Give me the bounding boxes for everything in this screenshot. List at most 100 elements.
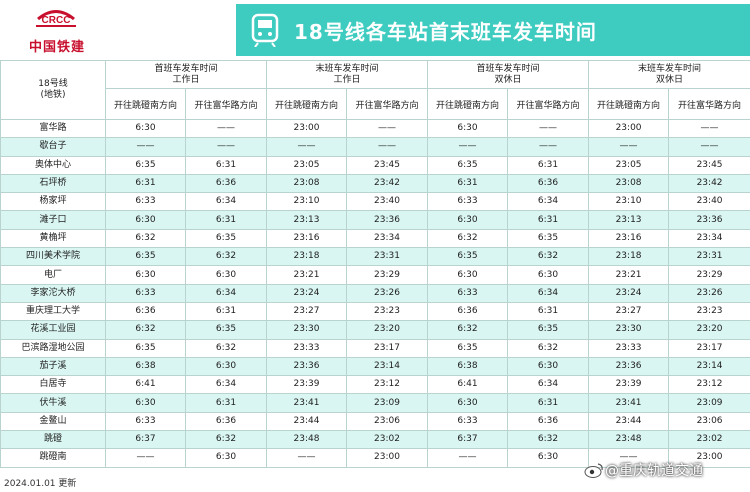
company-name: 中国铁建 bbox=[28, 40, 85, 55]
update-date: 2024.01.01 更新 bbox=[4, 479, 77, 489]
departure-time: 6:31 bbox=[507, 155, 590, 175]
departure-time: 6:32 bbox=[105, 320, 186, 340]
departure-time: 6:32 bbox=[105, 228, 186, 249]
departure-time: 23:33 bbox=[588, 338, 670, 358]
departure-time: 23:00 bbox=[668, 448, 750, 468]
departure-time: 23:26 bbox=[346, 283, 429, 303]
departure-time: 6:35 bbox=[184, 228, 268, 249]
departure-time: 6:30 bbox=[105, 393, 186, 413]
departure-time: 23:16 bbox=[588, 228, 670, 249]
departure-time: 6:32 bbox=[507, 338, 590, 358]
table-row: 黄桷坪 6:32 6:35 23:16 23:34 6:32 6:35 23:16 23:34 bbox=[0, 228, 750, 249]
departure-time: 6:33 bbox=[105, 283, 186, 303]
departure-time: 23:21 bbox=[266, 265, 348, 285]
departure-time: 6:30 bbox=[427, 393, 509, 413]
departure-time: 23:13 bbox=[588, 210, 670, 230]
departure-time: 23:20 bbox=[668, 320, 750, 340]
departure-time: 6:30 bbox=[184, 265, 268, 285]
station-name: 石坪桥 bbox=[0, 173, 106, 194]
table-row: 四川美术学院 6:35 6:32 23:18 23:31 6:35 6:32 23:18 23:… bbox=[0, 247, 750, 267]
departure-time: 23:36 bbox=[668, 210, 750, 230]
departure-time: 6:30 bbox=[184, 448, 268, 468]
departure-time: 6:33 bbox=[427, 411, 509, 432]
departure-time: 6:35 bbox=[105, 155, 186, 175]
table-row: 茄子溪 6:38 6:30 23:36 23:14 6:38 6:30 23:36 23:14 bbox=[0, 356, 750, 377]
departure-time: 23:12 bbox=[668, 375, 750, 395]
departure-time: 6:35 bbox=[427, 155, 509, 175]
departure-time: 23:39 bbox=[588, 375, 670, 395]
departure-time: 6:36 bbox=[507, 411, 590, 432]
departure-time: 23:09 bbox=[346, 393, 429, 413]
departure-time: 6:30 bbox=[105, 210, 186, 230]
departure-time: 6:31 bbox=[507, 301, 590, 322]
departure-time: 6:31 bbox=[105, 173, 186, 194]
departure-time: 23:26 bbox=[668, 283, 750, 303]
departure-time: —— bbox=[427, 137, 509, 157]
departure-time: 6:31 bbox=[427, 173, 509, 194]
departure-time: 23:05 bbox=[588, 155, 670, 175]
table-row: 歇台子 —— —— —— —— —— —— —— —— bbox=[0, 137, 750, 157]
direction-header: 开往跳磴南方向 bbox=[266, 88, 348, 120]
departure-time: 6:30 bbox=[507, 448, 590, 468]
departure-time: 23:31 bbox=[346, 247, 429, 267]
page-title: 18号线各车站首末班车发车时间 bbox=[294, 20, 597, 44]
departure-time: 23:13 bbox=[266, 210, 348, 230]
departure-time: 6:35 bbox=[507, 320, 590, 340]
departure-time: 23:06 bbox=[346, 411, 429, 432]
departure-time: 6:38 bbox=[105, 356, 186, 377]
departure-time: 6:41 bbox=[427, 375, 509, 395]
station-name: 伏牛溪 bbox=[0, 393, 106, 413]
station-name: 滩子口 bbox=[0, 210, 106, 230]
table-row: 白居寺 6:41 6:34 23:39 23:12 6:41 6:34 23:39 23:12 bbox=[0, 375, 750, 395]
departure-time: 23:39 bbox=[266, 375, 348, 395]
departure-time: 6:36 bbox=[507, 173, 590, 194]
departure-time: 23:08 bbox=[588, 173, 670, 194]
departure-time: —— bbox=[427, 448, 509, 468]
departure-time: 23:29 bbox=[346, 265, 429, 285]
table-row: 重庆理工大学 6:36 6:31 23:27 23:23 6:36 6:31 23:27 23:… bbox=[0, 301, 750, 322]
departure-time: 6:35 bbox=[105, 247, 186, 267]
departure-time: —— bbox=[105, 137, 186, 157]
departure-time: 6:30 bbox=[427, 265, 509, 285]
table-row: 杨家坪 6:33 6:34 23:10 23:40 6:33 6:34 23:10 23:40 bbox=[0, 192, 750, 212]
table-row: 金鳌山 6:33 6:36 23:44 23:06 6:33 6:36 23:44 23:06 bbox=[0, 411, 750, 432]
departure-time: —— bbox=[668, 137, 750, 157]
departure-time: 23:24 bbox=[266, 283, 348, 303]
departure-time: —— bbox=[346, 118, 429, 139]
crcc-logo: CRCC 中国铁建 bbox=[22, 6, 92, 56]
departure-time: —— bbox=[507, 137, 590, 157]
departure-time: 23:00 bbox=[346, 448, 429, 468]
departure-time: 23:23 bbox=[668, 301, 750, 322]
departure-time: 6:30 bbox=[105, 265, 186, 285]
direction-header: 开往富华路方向 bbox=[184, 88, 268, 120]
departure-time: 6:33 bbox=[105, 411, 186, 432]
departure-time: 23:31 bbox=[668, 247, 750, 267]
direction-header: 开往跳磴南方向 bbox=[427, 88, 509, 120]
departure-time: 6:37 bbox=[105, 430, 186, 450]
station-name: 金鳌山 bbox=[0, 411, 106, 432]
departure-time: 23:00 bbox=[588, 118, 670, 139]
departure-time: 23:42 bbox=[668, 173, 750, 194]
departure-time: 23:21 bbox=[588, 265, 670, 285]
departure-time: 6:38 bbox=[427, 356, 509, 377]
departure-time: 6:34 bbox=[507, 375, 590, 395]
table-row: 电厂 6:30 6:30 23:21 23:29 6:30 6:30 23:21 23:29 bbox=[0, 265, 750, 285]
line-label-cell: 18号线 (地铁) bbox=[0, 60, 106, 120]
departure-time: 6:36 bbox=[105, 301, 186, 322]
weibo-icon bbox=[584, 463, 603, 478]
departure-time: 6:35 bbox=[427, 247, 509, 267]
departure-time: 6:35 bbox=[427, 338, 509, 358]
departure-time: 23:14 bbox=[346, 356, 429, 377]
station-name: 巴滨路湿地公园 bbox=[0, 338, 106, 358]
departure-time: 6:30 bbox=[507, 356, 590, 377]
direction-header: 开往富华路方向 bbox=[346, 88, 429, 120]
departure-time: —— bbox=[266, 137, 348, 157]
group-header: 末班车发车时间 工作日 bbox=[266, 60, 429, 89]
departure-time: 23:10 bbox=[266, 192, 348, 212]
line-type: (地铁) bbox=[40, 90, 66, 100]
departure-time: 23:48 bbox=[588, 430, 670, 450]
table-row: 伏牛溪 6:30 6:31 23:41 23:09 6:30 6:31 23:41 23:09 bbox=[0, 393, 750, 413]
departure-time: 23:45 bbox=[668, 155, 750, 175]
departure-time: —— bbox=[588, 137, 670, 157]
departure-time: 6:36 bbox=[427, 301, 509, 322]
